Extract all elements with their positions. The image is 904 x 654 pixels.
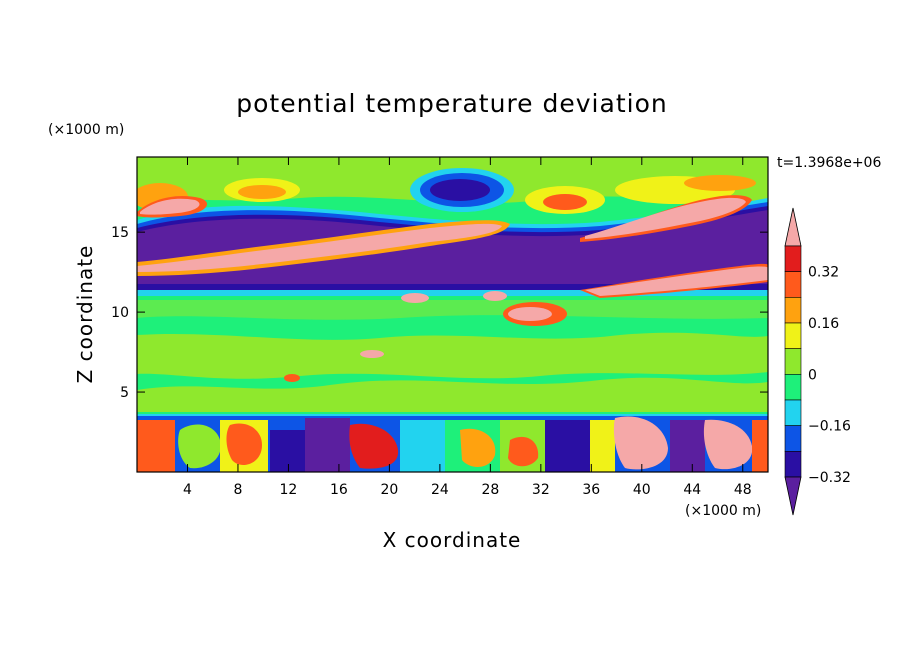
x-tick-label: 16 [330,482,348,498]
positive-plumes [137,195,768,382]
y-tick-label: 10 [111,305,129,321]
colorbar-bin [784,245,802,272]
colorbar-bin [784,297,802,324]
x-tick-label: 28 [481,482,499,498]
x-tick-label: 40 [633,482,651,498]
boundary-layer [137,414,768,472]
colorbar-tick-label: −0.32 [808,470,851,486]
colorbar-bin [784,425,802,452]
x-tick-label: 20 [380,482,398,498]
negative-band [137,198,768,296]
x-unit-label: (×1000 m) [685,503,761,519]
x-tick-label: 36 [582,482,600,498]
colorbar-bin [784,374,802,401]
colorbar-bin [784,451,802,478]
x-tick-label: 24 [431,482,449,498]
y-tick-label: 5 [120,385,129,401]
colorbar-bin [784,322,802,349]
plot-frame [136,156,769,473]
x-tick-label: 48 [734,482,752,498]
colorbar-labels: 0.32 0.16 0 −0.16 −0.32 [808,265,851,486]
colorbar-tick-label: 0 [808,367,817,383]
y-axis-ticks: 5 10 15 [111,225,768,401]
y-tick-label: 15 [111,225,129,241]
colorbar [784,207,802,516]
plot-area [137,157,768,472]
colorbar-bin [784,399,802,426]
mid-layer-patches [137,300,768,412]
x-tick-label: 4 [183,482,192,498]
chart-title: potential temperature deviation [236,89,667,118]
y-axis-label: Z coordinate [73,245,97,384]
colorbar-bin [784,348,802,375]
x-axis-label: X coordinate [383,528,522,552]
x-tick-label: 8 [233,482,242,498]
time-label: t=1.3968e+06 [777,155,881,171]
colorbar-bin [784,271,802,298]
colorbar-extend-max [784,207,802,247]
x-axis-ticks: 4 8 12 16 20 24 28 32 36 40 44 48 [183,157,752,498]
x-tick-label: 44 [683,482,701,498]
colorbar-tick-label: 0.16 [808,316,839,332]
x-tick-label: 32 [532,482,550,498]
colorbar-extend-min [784,476,802,516]
colorbar-tick-label: 0.32 [808,265,839,281]
x-tick-label: 12 [280,482,298,498]
colorbar-tick-label: −0.16 [808,419,851,435]
y-unit-label: (×1000 m) [48,122,124,138]
